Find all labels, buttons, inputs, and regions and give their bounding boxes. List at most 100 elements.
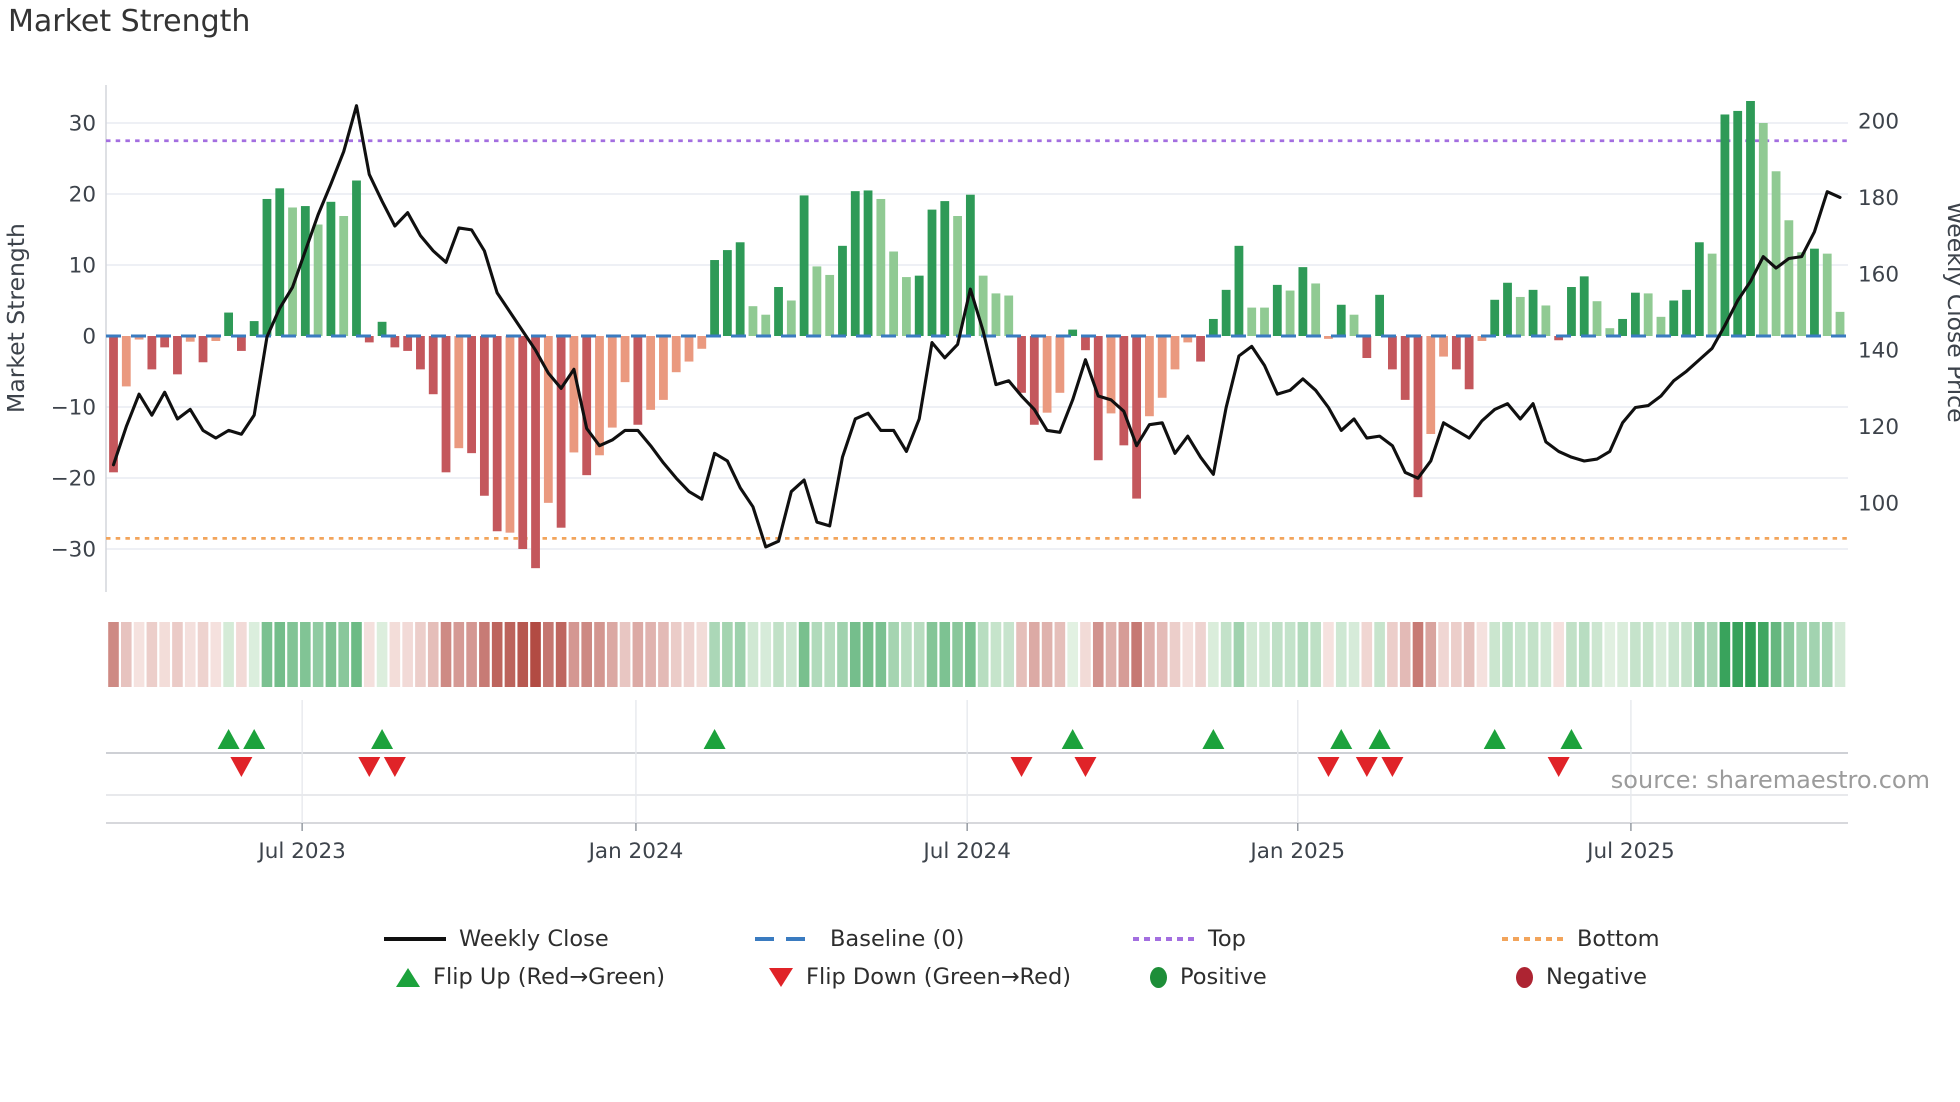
- right-tick-label: 140: [1858, 339, 1899, 364]
- strength-bar: [1426, 336, 1436, 434]
- heatmap-cell: [1834, 622, 1846, 687]
- strength-bar: [275, 188, 285, 336]
- strength-bar: [1017, 336, 1026, 393]
- heatmap-cell: [811, 622, 823, 687]
- strength-bar: [1477, 336, 1487, 341]
- strength-bar: [863, 190, 873, 336]
- heatmap-cell: [606, 622, 618, 687]
- heatmap-cell: [734, 622, 746, 687]
- strength-bar: [1362, 336, 1372, 359]
- heatmap-cell: [453, 622, 465, 687]
- top-dotted-icon: [1133, 937, 1195, 941]
- date-tick-label: Jul 2023: [256, 839, 346, 864]
- heatmap-cell: [1220, 622, 1232, 687]
- strength-bar: [160, 336, 170, 348]
- heatmap-cell: [1489, 622, 1501, 687]
- heatmap-cell: [1003, 622, 1015, 687]
- flip-down-marker: [1381, 757, 1404, 777]
- strength-bar: [607, 336, 617, 428]
- right-tick-label: 120: [1858, 415, 1899, 440]
- strength-bar: [1081, 336, 1090, 351]
- strength-bar: [825, 274, 835, 336]
- heatmap-cell: [952, 622, 963, 687]
- heatmap-cell: [1297, 622, 1309, 687]
- strength-bar: [121, 336, 131, 387]
- strength-bar: [1835, 311, 1845, 336]
- strength-bar: [633, 336, 643, 425]
- heatmap-cell: [619, 622, 631, 687]
- heatmap-cell: [798, 622, 810, 687]
- flip-up-marker: [1061, 729, 1084, 749]
- legend-item-baseline: Baseline (0): [755, 926, 964, 952]
- heatmap-cell: [760, 622, 772, 687]
- heatmap-cell: [133, 622, 145, 687]
- legend-item-weekly-close: Weekly Close: [384, 926, 609, 952]
- legend-label: Positive: [1180, 964, 1267, 990]
- heatmap-cell: [1233, 622, 1245, 687]
- date-tick-label: Jan 2025: [1248, 839, 1345, 864]
- heatmap-cell: [351, 622, 362, 687]
- heatmap-cell: [645, 622, 656, 687]
- left-tick-label: 30: [69, 112, 96, 137]
- heatmap-cell: [1310, 622, 1321, 687]
- date-tick-label: Jul 2024: [921, 839, 1011, 864]
- strength-bar: [684, 336, 694, 362]
- heatmap-cell: [1144, 622, 1155, 687]
- strength-bar: [390, 336, 400, 348]
- heatmap-cell: [1694, 622, 1705, 687]
- heatmap-cell: [555, 622, 567, 687]
- strength-bar: [1029, 336, 1039, 425]
- right-tick-label: 180: [1858, 186, 1899, 211]
- heatmap-cell: [977, 622, 989, 687]
- strength-bar: [1554, 336, 1564, 341]
- strength-bar: [761, 314, 771, 336]
- right-tick-label: 160: [1858, 262, 1899, 287]
- strength-bar: [185, 336, 195, 342]
- heatmap-cell: [1591, 622, 1603, 687]
- strength-bar: [1106, 336, 1116, 414]
- left-tick-label: 0: [82, 325, 96, 350]
- strength-bar: [364, 336, 374, 343]
- strength-bar: [377, 321, 387, 336]
- flip-up-marker: [371, 729, 394, 749]
- strength-bar: [249, 321, 259, 336]
- heatmap-cell: [1783, 622, 1795, 687]
- heatmap-cell: [1706, 622, 1718, 687]
- heatmap-cell: [888, 622, 899, 687]
- strength-bar: [198, 336, 208, 363]
- heatmap-cell: [325, 622, 337, 687]
- heatmap-cell: [824, 622, 835, 687]
- strength-bar: [518, 336, 528, 549]
- strength-bar: [838, 245, 847, 336]
- heatmap-cell: [402, 622, 413, 687]
- heatmap-cell: [466, 622, 477, 687]
- heatmap-cell: [1642, 622, 1654, 687]
- strength-bar: [1336, 304, 1346, 336]
- legend-item-flip-down: Flip Down (Green→Red): [769, 964, 1071, 990]
- heatmap-cell: [1271, 622, 1283, 687]
- strength-bar: [1004, 295, 1014, 336]
- strength-bar: [1694, 242, 1704, 336]
- strength-bar: [1324, 336, 1333, 339]
- strength-bar: [441, 336, 451, 473]
- heatmap-cell: [197, 622, 209, 687]
- left-tick-label: 10: [69, 254, 96, 279]
- strength-bar: [1157, 336, 1167, 398]
- heatmap-cell: [223, 622, 234, 687]
- strength-bar: [1746, 100, 1755, 337]
- strength-bar: [1068, 329, 1078, 336]
- strength-bar: [1055, 336, 1065, 393]
- flip-up-triangle-icon: [396, 967, 420, 987]
- heatmap-cell: [1578, 622, 1590, 687]
- heatmap-cell: [1732, 622, 1744, 687]
- heatmap-cell: [1796, 622, 1807, 687]
- heatmap-cell: [312, 622, 324, 687]
- heatmap-cell: [773, 622, 784, 687]
- heatmap-cell: [376, 622, 388, 687]
- flip-down-marker: [1074, 757, 1097, 777]
- legend-label: Top: [1208, 926, 1246, 952]
- heatmap-cell: [990, 622, 1002, 687]
- heatmap-cell: [1668, 622, 1680, 687]
- heatmap-cell: [120, 622, 132, 687]
